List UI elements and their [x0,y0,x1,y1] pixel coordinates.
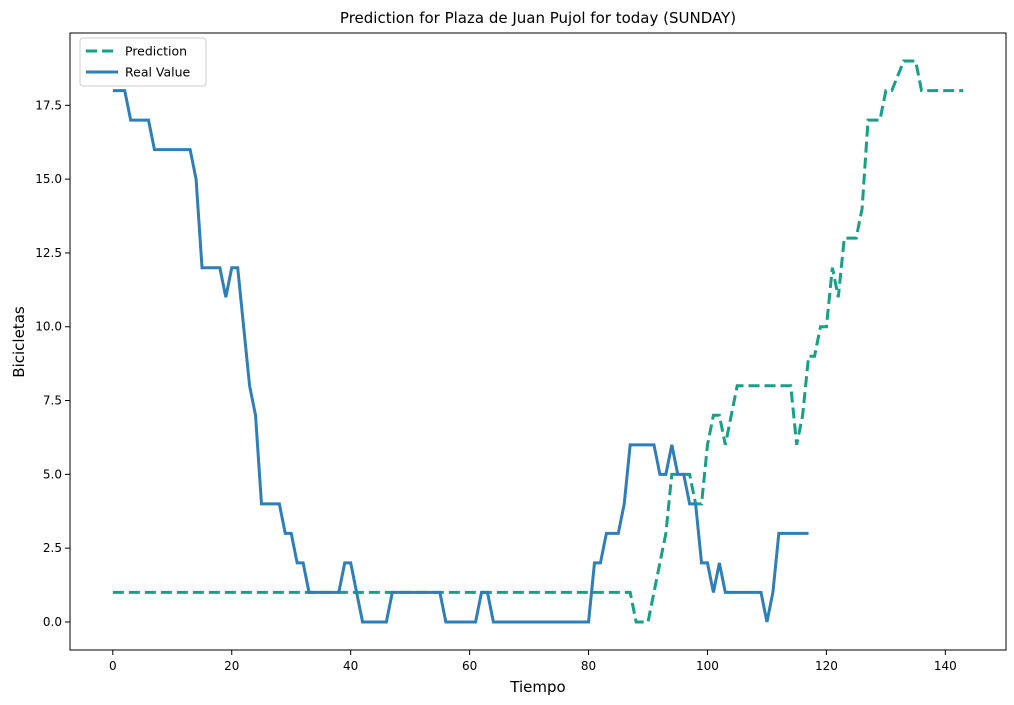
y-tick-label: 17.5 [35,98,62,112]
x-axis-title: Tiempo [509,678,565,696]
series-line-real-value [112,89,809,624]
y-tick-label: 7.5 [43,394,62,408]
y-tick-label: 15.0 [35,172,62,186]
x-tick-label: 60 [462,659,477,673]
legend: Prediction Real Value [79,37,207,87]
x-tick-label: 40 [343,659,358,673]
legend-label: Real Value [125,65,191,80]
y-axis-ticks: 0.0 2.5 5.0 7.5 10.0 12.5 15.0 17.5 [35,98,70,629]
y-tick-label: 2.5 [43,541,62,555]
x-tick-label: 100 [696,659,719,673]
y-tick-label: 5.0 [43,467,62,481]
chart-title: Prediction for Plaza de Juan Pujol for t… [340,9,736,27]
plot-frame [69,32,1007,651]
y-axis-title: Bicicletas [10,306,28,378]
y-tick-label: 12.5 [35,246,62,260]
x-tick-label: 0 [109,659,117,673]
x-tick-label: 140 [934,659,957,673]
y-tick-label: 10.0 [35,320,62,334]
plot-series [112,59,964,624]
x-tick-label: 20 [224,659,239,673]
x-tick-label: 120 [815,659,838,673]
legend-label: Prediction [125,44,187,59]
y-tick-label: 0.0 [43,615,62,629]
series-line-prediction [112,59,964,624]
x-tick-label: 80 [581,659,596,673]
x-axis-ticks: 0 20 40 60 80 100 120 140 [109,650,957,673]
